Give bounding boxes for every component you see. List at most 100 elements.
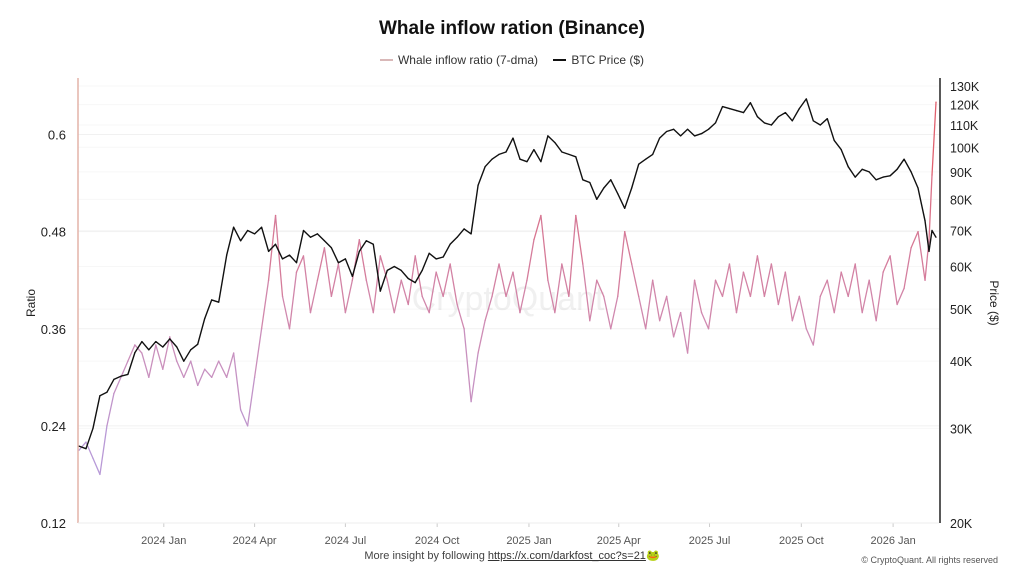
price-point: [337, 262, 339, 264]
ratio-point: [610, 328, 612, 330]
ratio-point: [141, 352, 143, 354]
price-point: [442, 256, 444, 258]
btc-price-line: [78, 98, 937, 450]
ratio-point: [742, 271, 745, 273]
ratio-point: [903, 287, 905, 289]
price-point: [226, 254, 228, 256]
ratio-line-segment: [226, 352, 235, 378]
legend-item-ratio[interactable]: Whale inflow ratio (7-dma): [379, 53, 538, 67]
y-right-tick-label: 60K: [950, 261, 973, 275]
price-point: [575, 156, 577, 158]
ratio-point: [344, 311, 346, 314]
ratio-point: [183, 376, 185, 378]
x-tick-label: 2024 Jul: [325, 535, 367, 547]
ratio-point: [931, 174, 933, 176]
ratio-point: [226, 376, 228, 378]
ratio-point: [393, 311, 395, 314]
price-point: [784, 112, 786, 114]
ratio-point: [819, 295, 821, 298]
ratio-line-segment: [106, 392, 115, 427]
ratio-point: [477, 352, 479, 354]
price-point: [882, 176, 884, 178]
ratio-point: [414, 255, 416, 257]
legend-label-ratio: Whale inflow ratio (7-dma): [397, 53, 538, 67]
ratio-point: [127, 360, 129, 362]
price-point: [505, 151, 507, 153]
price-point: [435, 258, 437, 260]
ratio-point: [386, 279, 388, 281]
price-point: [603, 187, 605, 189]
x-tick-label: 2024 Apr: [233, 535, 277, 547]
price-point: [659, 137, 661, 139]
ratio-line-segment: [763, 263, 773, 298]
ratio-line-segment: [707, 279, 717, 330]
ratio-point: [337, 263, 339, 265]
ratio-line-segment: [435, 271, 444, 298]
ratio-line-segment: [211, 360, 220, 378]
ratio-line-segment: [819, 279, 828, 298]
ratio-point: [575, 214, 577, 217]
price-point: [791, 120, 793, 122]
ratio-line-segment: [393, 279, 402, 314]
ratio-line-segment: [260, 279, 270, 330]
ratio-line-segment: [805, 328, 814, 346]
price-point: [267, 250, 270, 253]
price-point: [400, 269, 402, 272]
ratio-line-segment: [596, 279, 605, 298]
ratio-point: [889, 255, 891, 257]
ratio-point: [281, 295, 284, 298]
x-tick-label: 2024 Oct: [415, 535, 460, 547]
price-point: [582, 179, 584, 181]
ratio-point: [568, 295, 570, 298]
price-point: [728, 108, 731, 110]
price-point: [120, 375, 122, 377]
ratio-line-segment: [92, 457, 101, 476]
legend-swatch-price: [553, 59, 567, 61]
y-left-tick-label: 0.12: [41, 516, 66, 531]
price-point: [526, 161, 528, 163]
ratio-point: [240, 409, 242, 411]
ratio-point: [673, 336, 675, 338]
ratio-line-segment: [665, 295, 675, 338]
ratio-point: [512, 271, 514, 273]
ratio-point: [407, 303, 409, 306]
ratio-line-segment: [99, 425, 108, 476]
ratio-line-segment: [288, 271, 298, 330]
ratio-point: [603, 295, 605, 298]
price-point: [274, 243, 277, 245]
x-tick-label: 2024 Jan: [141, 535, 186, 547]
price-point: [756, 116, 759, 118]
price-point: [889, 175, 891, 177]
ratio-line-segment: [875, 271, 884, 322]
ratio-point: [295, 271, 298, 273]
ratio-line-segment: [728, 263, 738, 314]
price-point: [924, 220, 926, 222]
price-point: [351, 275, 353, 278]
footer-link[interactable]: https://x.com/darkfost_coc?s=21: [487, 550, 646, 562]
price-point: [742, 112, 745, 114]
ratio-point: [617, 295, 619, 298]
ratio-line-segment: [253, 328, 263, 378]
price-point: [931, 229, 933, 232]
ratio-line-segment: [463, 328, 472, 403]
price-point: [365, 240, 367, 242]
ratio-point: [267, 279, 270, 281]
y-left-tick-label: 0.36: [41, 322, 66, 337]
ratio-line-segment: [554, 263, 563, 314]
price-point: [281, 258, 284, 260]
ratio-point: [253, 376, 256, 378]
ratio-point: [456, 303, 458, 306]
price-point: [777, 116, 779, 118]
ratio-line-segment: [896, 287, 905, 306]
ratio-line-segment: [568, 214, 577, 298]
ratio-line-segment: [679, 311, 689, 354]
ratio-line-segment: [428, 271, 437, 314]
ratio-line-segment: [78, 441, 87, 451]
ratio-point: [99, 473, 101, 476]
ratio-point: [854, 263, 856, 265]
ratio-line-segment: [379, 255, 388, 281]
ratio-point: [211, 376, 213, 378]
ratio-line-segment: [113, 376, 122, 395]
legend-item-price[interactable]: BTC Price ($): [553, 53, 644, 67]
ratio-point: [372, 311, 374, 314]
